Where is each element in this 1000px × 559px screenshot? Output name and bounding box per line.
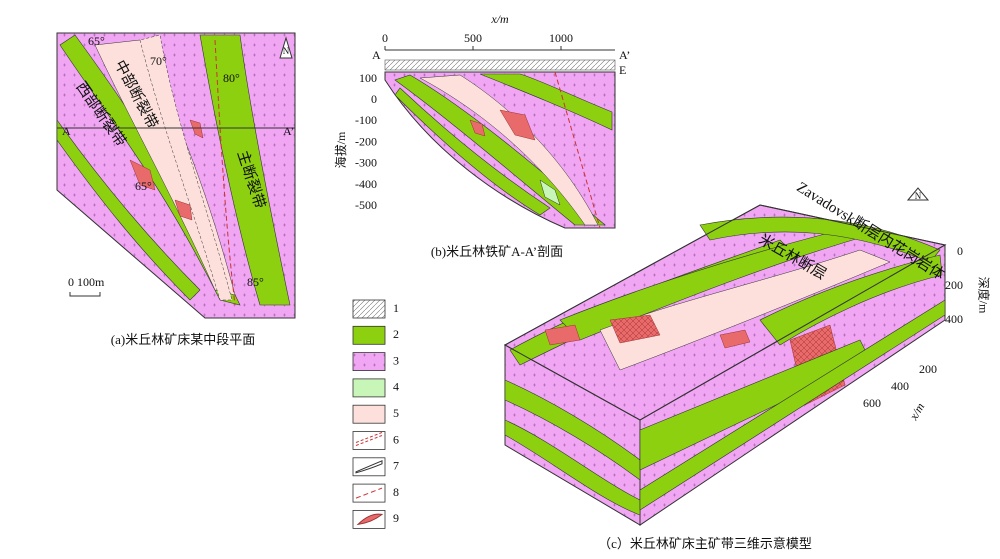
legend-swatch bbox=[352, 352, 386, 372]
section-end: A bbox=[372, 48, 381, 62]
legend-swatch bbox=[352, 483, 386, 503]
tick-label: 0 bbox=[371, 92, 377, 106]
dip: 85° bbox=[247, 275, 264, 289]
caption: (b)米丘林铁矿A-A’剖面 bbox=[431, 244, 563, 259]
dip: 65° bbox=[88, 34, 105, 48]
caption: （c）米丘林矿床主矿带三维示意模型 bbox=[598, 536, 812, 551]
legend-label: 6 bbox=[393, 432, 399, 446]
legend-label: 9 bbox=[393, 511, 399, 525]
tick-label: -200 bbox=[355, 134, 377, 148]
legend-label: 7 bbox=[393, 459, 399, 473]
legend-label: 8 bbox=[393, 485, 399, 499]
tick-label: 400 bbox=[945, 312, 963, 326]
dip: 65° bbox=[135, 179, 152, 193]
x-ticks: 0 500 1000 bbox=[382, 31, 573, 50]
caption: (a)米丘林矿床某中段平面 bbox=[111, 332, 255, 347]
legend: 1 2 3 4 5 6 7 8 9 bbox=[352, 299, 399, 529]
legend-label: 3 bbox=[393, 353, 399, 367]
section-end: A’ bbox=[619, 48, 630, 62]
legend-swatch bbox=[352, 325, 386, 345]
panel-a: 中部断裂带 西部断裂带 主断裂带 65° 70° 80° 65° 85° A A… bbox=[56, 32, 296, 347]
x-ticks: 200 400 600 bbox=[863, 362, 937, 410]
tick-label: 200 bbox=[919, 362, 937, 376]
tick-label: -500 bbox=[355, 198, 377, 212]
tick-label: 600 bbox=[863, 396, 881, 410]
legend-symbol bbox=[355, 460, 383, 474]
tick-label: -100 bbox=[355, 113, 377, 127]
legend-swatch bbox=[352, 299, 386, 319]
scale-label: 0 100m bbox=[68, 275, 105, 289]
north: N bbox=[283, 46, 290, 56]
section-end: A’ bbox=[283, 124, 294, 138]
axis-label: 海拔/m bbox=[333, 131, 348, 168]
section-end: A bbox=[62, 124, 71, 138]
legend-label: 5 bbox=[393, 406, 399, 420]
axis-label: 深度/m bbox=[976, 277, 991, 314]
legend-label: 2 bbox=[393, 327, 399, 341]
dip: 80° bbox=[223, 71, 240, 85]
axis-label: x/m bbox=[906, 400, 927, 423]
dip: 70° bbox=[150, 54, 167, 68]
tick-label: 0 bbox=[382, 31, 388, 45]
y-ticks: 100 0 -100 -200 -300 -400 -500 bbox=[355, 71, 377, 212]
legend-label: 1 bbox=[393, 301, 399, 315]
tick-label: -300 bbox=[355, 156, 377, 170]
section-end: E bbox=[619, 63, 626, 77]
tick-label: 1000 bbox=[549, 31, 573, 45]
depth-ticks: 0 200 400 bbox=[945, 244, 963, 326]
tick-label: -400 bbox=[355, 177, 377, 191]
legend-label: 4 bbox=[393, 380, 399, 394]
legend-swatch bbox=[352, 431, 386, 450]
legend-symbol bbox=[356, 513, 384, 526]
axis-label: x/m bbox=[490, 12, 509, 26]
tick-label: 100 bbox=[359, 71, 377, 85]
panel-b: 0 500 1000 1000-100-200-300-400-500 x/m 海拔… bbox=[333, 12, 631, 259]
tick-label: 500 bbox=[464, 31, 482, 45]
legend-symbol bbox=[355, 487, 383, 499]
legend-swatch bbox=[352, 378, 386, 398]
north: N bbox=[915, 191, 922, 201]
tick-label: 0 bbox=[957, 244, 963, 258]
tick-label: 400 bbox=[891, 379, 909, 393]
tick-label: 200 bbox=[945, 278, 963, 292]
legend-swatch bbox=[352, 404, 386, 424]
